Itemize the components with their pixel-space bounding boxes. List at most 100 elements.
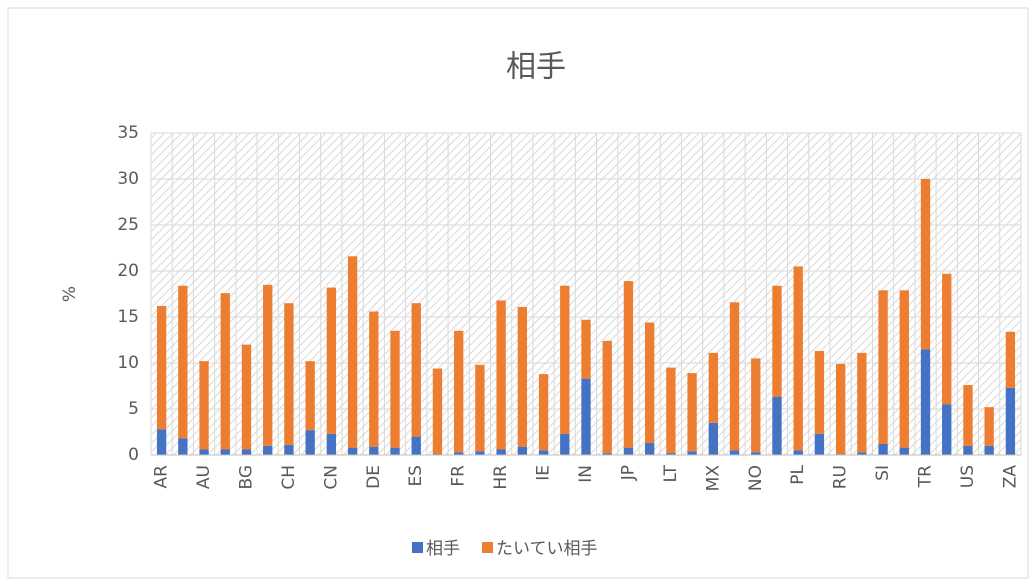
bar-segment [178, 285, 188, 439]
bar-segment [920, 179, 931, 350]
bar-segment [602, 453, 612, 455]
bar-segment [878, 443, 888, 455]
bar-segment [984, 407, 994, 446]
bar-segment [538, 374, 549, 451]
bar-segment [178, 438, 188, 455]
bar-segment [454, 330, 464, 453]
x-tick-label: NO [746, 465, 766, 491]
y-axis-label: % [60, 286, 80, 302]
bar-segment [581, 319, 591, 379]
bar-segment [623, 281, 634, 448]
x-tick-label: IN [576, 465, 596, 483]
bar-segment [729, 450, 740, 455]
x-tick-label: RU [831, 465, 851, 489]
bar-segment [814, 351, 825, 434]
x-tick-label: SI [873, 465, 893, 481]
bar-segment [687, 451, 697, 455]
x-tick-label: LT [661, 464, 681, 482]
bar-segment [369, 311, 379, 447]
bar-segment [390, 447, 400, 455]
bar-segment [263, 445, 273, 455]
bar-segment [411, 303, 421, 437]
x-tick-label: JP [618, 465, 638, 481]
bar-segment [475, 364, 485, 452]
bar-segment [602, 340, 612, 454]
chart-title: 相手 [506, 50, 566, 85]
bar-segment [835, 363, 846, 455]
y-tick-label: 0 [128, 445, 139, 465]
bar-segment [963, 445, 973, 455]
bar-segment [984, 445, 994, 455]
x-tick-label: AU [194, 465, 214, 489]
bar-segment [156, 305, 167, 430]
x-tick-label: ZA [1000, 465, 1020, 489]
y-tick-label: 10 [117, 353, 139, 373]
bar-segment [284, 444, 294, 455]
bar-segment [899, 447, 909, 455]
y-tick-label: 30 [117, 169, 139, 189]
bar-segment [496, 300, 506, 450]
legend-label: 相手 [426, 539, 460, 559]
bar-segment [1005, 387, 1016, 455]
bar-segment [708, 422, 718, 455]
bar-segment [263, 284, 273, 446]
bar-segment [687, 373, 697, 452]
bar-segment [496, 449, 506, 455]
x-tick-label: PL [788, 464, 808, 484]
bar-segment [305, 430, 315, 455]
bar-segment [454, 452, 464, 455]
bar-segment [199, 449, 209, 455]
bar-segment [644, 322, 655, 444]
bar-segment [199, 361, 209, 450]
x-tick-label: MX [703, 465, 723, 492]
bar-segment [475, 451, 485, 455]
bar-segment [517, 446, 528, 455]
x-tick-label: AR [152, 465, 172, 489]
bar-segment [220, 449, 230, 455]
x-tick-label: ES [406, 465, 426, 487]
x-tick-label: TR [916, 465, 936, 488]
bar-segment [899, 290, 909, 448]
bar-segment [581, 378, 591, 455]
x-tick-label: CN [321, 465, 341, 490]
bar-segment [878, 290, 888, 444]
x-tick-label: IE [534, 465, 554, 481]
bar-segment [963, 385, 973, 446]
bar-segment [666, 367, 676, 454]
bar-segment [326, 287, 337, 434]
bar-segment [220, 293, 230, 450]
bar-segment [623, 447, 634, 455]
x-tick-label: BG [236, 465, 256, 490]
x-tick-label: FR [449, 465, 469, 487]
bar-segment [772, 285, 782, 398]
legend-swatch [412, 542, 423, 553]
legend-swatch [482, 542, 493, 553]
bar-segment [814, 433, 825, 455]
bar-segment [411, 436, 421, 455]
bar-segment [751, 452, 761, 455]
bar-segment [241, 449, 252, 455]
bar-segment [369, 446, 379, 455]
x-tick-label: HR [491, 465, 511, 490]
bar-segment [517, 306, 528, 447]
y-tick-label: 25 [117, 215, 139, 235]
bar-segment [538, 450, 549, 455]
bar-segment [857, 352, 867, 453]
bar-segment [432, 368, 443, 455]
bar-segment [644, 443, 655, 455]
x-tick-label: US [958, 465, 978, 488]
bar-segment [708, 352, 718, 423]
bar-segment [772, 397, 782, 455]
y-tick-label: 15 [117, 307, 139, 327]
bar-segment [326, 433, 337, 455]
bar-segment [156, 429, 167, 455]
y-tick-label: 20 [117, 261, 139, 281]
bar-segment [347, 256, 358, 448]
bar-segment [920, 349, 931, 455]
bar-segment [1005, 331, 1016, 388]
bar-segment [793, 266, 803, 451]
x-tick-label: DE [364, 465, 384, 489]
y-tick-label: 35 [117, 123, 139, 143]
